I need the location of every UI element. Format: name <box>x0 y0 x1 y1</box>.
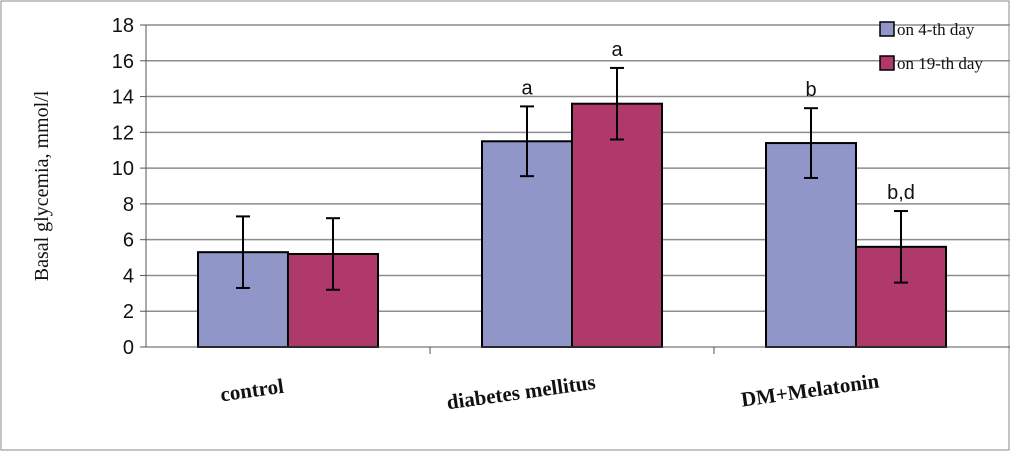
legend-swatch <box>879 21 895 37</box>
y-tick-label: 8 <box>123 194 134 216</box>
significance-label: a <box>611 39 623 61</box>
legend-label: on 4-th day <box>897 20 975 39</box>
y-tick-label: 14 <box>112 87 134 109</box>
category-label: DM+Melatonin <box>739 368 880 411</box>
y-tick-label: 0 <box>123 337 134 359</box>
y-tick-label: 16 <box>112 51 134 73</box>
y-tick-label: 10 <box>112 158 134 180</box>
legend-swatch <box>879 55 895 71</box>
category-label: diabetes mellitus <box>445 370 597 415</box>
y-tick-label: 4 <box>123 265 134 287</box>
y-tick-label: 2 <box>123 301 134 323</box>
y-tick-label: 6 <box>123 230 134 252</box>
legend-label: on 19-th day <box>897 54 983 73</box>
significance-label: b,d <box>887 182 915 204</box>
y-axis-label: Basal glycemia, mmol/l <box>31 90 53 281</box>
significance-label: b <box>805 79 816 101</box>
y-tick-label: 18 <box>112 15 134 37</box>
significance-label: a <box>521 77 533 99</box>
category-label: control <box>219 374 286 407</box>
y-tick-label: 12 <box>112 122 134 144</box>
